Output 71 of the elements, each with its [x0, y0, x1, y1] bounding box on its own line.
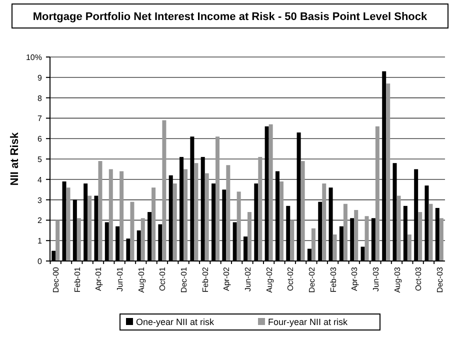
bar: [184, 169, 188, 261]
x-tick-label: Oct-01: [158, 266, 168, 292]
bar: [386, 84, 390, 261]
y-tick-label: 9: [38, 73, 43, 82]
y-tick-label: 4: [38, 175, 43, 184]
bar: [130, 202, 134, 261]
bar: [375, 126, 380, 261]
y-axis-title: NII at Risk: [9, 132, 21, 186]
bar: [88, 196, 92, 261]
bar: [332, 234, 337, 261]
bar: [407, 234, 412, 261]
bar: [194, 163, 198, 261]
x-tick-label: Apr-01: [94, 266, 104, 292]
x-tick-label: Oct-02: [286, 266, 296, 292]
y-tick-label: 8: [38, 94, 43, 103]
bar: [236, 192, 241, 261]
x-tick-label: Oct-03: [414, 266, 424, 292]
legend-label: One-year NII at risk: [136, 317, 215, 327]
x-tick-label: Dec-01: [180, 266, 189, 293]
bar: [66, 188, 70, 261]
legend-label: Four-year NII at risk: [268, 317, 348, 327]
bar: [204, 173, 209, 261]
bar: [56, 220, 60, 261]
x-tick-label: Jun-03: [371, 266, 380, 292]
x-tick-label: Jun-02: [244, 266, 252, 292]
x-tick-label: Jun-01: [116, 266, 125, 292]
bar: [354, 210, 358, 261]
x-tick-label: Aug-01: [136, 266, 146, 293]
bar: [428, 204, 433, 261]
bar: [396, 196, 401, 261]
bar: [343, 204, 348, 261]
bar: [162, 120, 166, 261]
bar: [258, 156, 262, 261]
bar: [418, 212, 422, 261]
x-tick-label: Dec-03: [435, 266, 444, 293]
x-tick-label: Aug-03: [392, 266, 402, 293]
y-tick-label: 2: [38, 216, 43, 226]
x-tick-label: Feb-03: [328, 266, 338, 292]
y-tick-label: 1: [38, 236, 43, 246]
bar: [290, 220, 294, 261]
bar: [216, 136, 220, 261]
bar: [226, 165, 230, 261]
bar: [76, 218, 81, 261]
y-tick-label: 10%: [26, 53, 42, 62]
bar: [311, 228, 316, 261]
bar: [120, 171, 124, 261]
y-tick-label: 7: [38, 114, 43, 124]
x-tick-label: Aug-02: [264, 266, 274, 293]
bar: [108, 169, 113, 261]
bar: [248, 212, 252, 261]
bar: [140, 218, 145, 261]
x-tick-label: Feb-02: [200, 266, 210, 292]
x-tick-label: Dec-00: [52, 266, 61, 293]
y-tick-label: 5: [38, 155, 43, 164]
bar: [439, 218, 444, 261]
x-tick-label: Feb-01: [72, 266, 82, 292]
bar: [172, 183, 177, 261]
bar: [322, 183, 326, 261]
x-tick-label: Apr-02: [222, 266, 232, 292]
chart-title: Mortgage Portfolio Net Interest Income at Risk - 50 Basis Point Level Shock: [32, 11, 428, 23]
bar: [268, 124, 273, 261]
y-tick-label: 0: [38, 257, 43, 266]
bar: [279, 181, 284, 261]
x-tick-label: Dec-02: [307, 266, 316, 293]
bar: [300, 161, 305, 261]
bar: [364, 216, 369, 261]
x-tick-label: Apr-03: [350, 266, 360, 292]
bar: [98, 161, 102, 261]
y-tick-label: 3: [38, 196, 43, 205]
y-tick-label: 6: [38, 134, 43, 144]
bar: [152, 188, 156, 261]
